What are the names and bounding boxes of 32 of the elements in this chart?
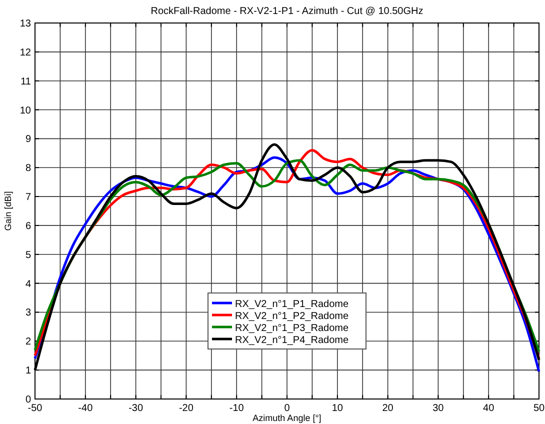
y-tick-label: 1 [25,366,32,377]
x-axis-title: Azimuth Angle [°] [252,413,322,423]
x-tick-label: 30 [432,403,444,414]
y-tick-label: 10 [20,105,32,116]
y-axis-title: Gain [dBi] [3,191,13,231]
x-tick-label: 20 [382,403,394,414]
x-tick-label: -40 [78,403,94,414]
y-tick-label: 13 [20,18,32,30]
legend-label: RX_V2_n°1_P4_Radome [235,335,349,346]
chart-title: RockFall-Radome - RX-V2-1-P1 - Azimuth - Cut @ 10.50GHz [150,6,424,17]
y-tick-label: 0 [25,394,32,406]
y-tick-label: 5 [25,250,32,261]
y-tick-label: 6 [25,220,32,232]
y-tick-label: 11 [20,76,32,88]
x-tick-label: -10 [229,403,244,414]
y-tick-label: 4 [25,278,32,290]
legend-label: RX_V2_n°1_P3_Radome [235,323,349,334]
y-tick-label: 12 [20,47,32,58]
y-tick-label: 8 [25,163,32,174]
x-tick-label: 40 [483,403,495,414]
x-tick-label: 0 [284,403,290,414]
y-tick-label: 2 [25,336,32,348]
x-tick-label: -20 [178,403,194,414]
x-tick-label: -50 [28,403,43,414]
x-tick-label: 10 [332,403,344,414]
x-tick-label: -30 [128,403,144,414]
legend-label: RX_V2_n°1_P2_Radome [235,311,349,322]
x-tick-label: 50 [533,403,545,414]
y-tick-label: 9 [25,134,32,146]
y-tick-label: 3 [25,308,32,319]
y-tick-label: 7 [25,192,32,204]
legend-label: RX_V2_n°1_P1_Radome [235,299,349,310]
